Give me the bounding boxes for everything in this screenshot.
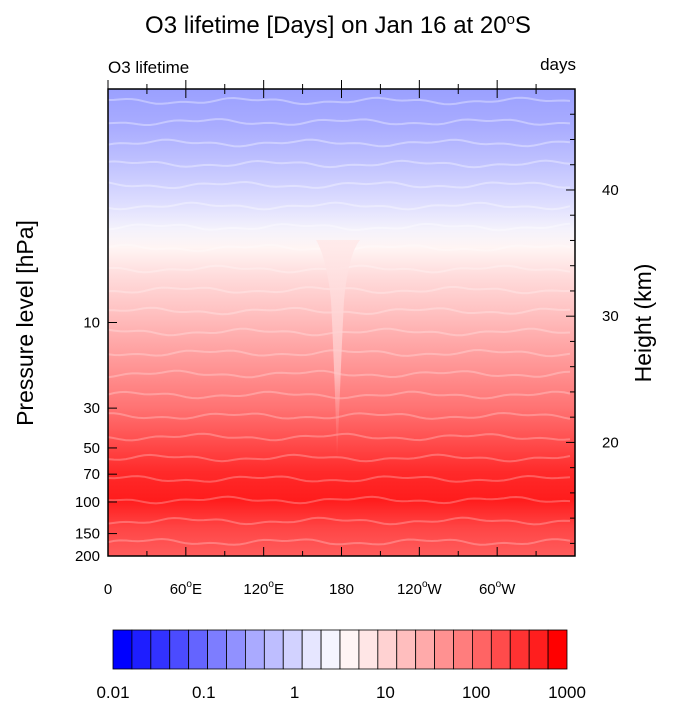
colorbar-swatch — [509, 629, 530, 670]
height-tick-label: 30 — [602, 308, 619, 325]
chart-title: O3 lifetime [Days] on Jan 16 at 20oS — [145, 11, 531, 39]
low-lifetime-tongue — [316, 240, 360, 462]
colorbar-swatch — [339, 629, 360, 670]
x-tick-label: 120oE — [243, 579, 284, 598]
colorbar-labels: 0.01 0.1 1 10 100 1000 — [96, 683, 585, 702]
colorbar-swatch — [396, 629, 417, 670]
contour-band-edge — [108, 159, 571, 169]
contour-band-edge — [108, 453, 571, 463]
x-axis-ticks: 0 60oE 120oE 180 120oW 60oW — [104, 80, 537, 598]
colorbar-swatch — [490, 629, 511, 670]
contour-band-edge — [108, 474, 571, 483]
colorbar-swatch — [263, 629, 284, 670]
pressure-axis-title: Pressure level [hPa] — [12, 220, 38, 426]
colorbar-swatch — [282, 629, 303, 670]
colorbar-label: 10 — [376, 683, 395, 702]
contour-band-edge — [108, 201, 571, 211]
colorbar-swatch — [207, 629, 227, 670]
height-tick-label: 20 — [602, 434, 619, 451]
x-tick-label: 0 — [104, 581, 112, 598]
colorbar-swatch — [226, 629, 246, 670]
pressure-tick-label: 200 — [75, 548, 100, 565]
height-axis-ticks: 20 30 40 — [566, 88, 619, 544]
colorbar-swatch — [377, 629, 398, 670]
colorbar-swatch — [528, 629, 549, 670]
contour-band-edge — [108, 411, 571, 420]
colorbar-swatch — [415, 629, 435, 670]
contour-band-edge — [108, 495, 571, 505]
height-axis-title: Height (km) — [630, 264, 656, 383]
colorbar-swatch — [150, 629, 171, 670]
x-tick-label: 60oE — [170, 579, 202, 598]
colorbar-swatch — [320, 629, 341, 670]
colorbar-swatch — [169, 629, 190, 670]
pressure-tick-label: 30 — [83, 400, 100, 417]
contour-band-edge — [108, 118, 571, 126]
colorbar-label: 100 — [462, 683, 490, 702]
x-tick-label: 120oW — [397, 579, 443, 598]
contour-band-edge — [108, 432, 571, 442]
colorbar-swatch — [547, 629, 568, 670]
colorbar-swatch — [301, 629, 322, 670]
colorbar — [112, 629, 568, 670]
pressure-tick-label: 70 — [83, 466, 100, 483]
pressure-tick-label: 10 — [83, 315, 100, 332]
contour-band-edge — [108, 180, 571, 190]
contour-band-edge — [108, 537, 571, 546]
colorbar-swatch — [358, 629, 379, 670]
colorbar-swatch — [453, 629, 473, 670]
pressure-axis-ticks: 10 30 50 70 100 150 200 — [75, 315, 117, 565]
colorbar-swatch — [188, 629, 208, 670]
field-name-label: O3 lifetime — [108, 58, 189, 77]
x-tick-label: 180 — [329, 581, 354, 598]
heatmap-area — [108, 89, 575, 556]
pressure-tick-label: 150 — [75, 526, 100, 543]
colorbar-swatch — [245, 629, 265, 670]
pressure-tick-label: 100 — [75, 494, 100, 511]
height-tick-label: 40 — [602, 182, 619, 199]
colorbar-label: 1000 — [548, 683, 586, 702]
contour-band-edge — [108, 516, 571, 526]
colorbar-swatch — [112, 629, 133, 670]
pressure-tick-label: 50 — [83, 440, 100, 457]
colorbar-swatch — [434, 629, 454, 670]
colorbar-swatch — [131, 629, 152, 670]
colorbar-label: 0.01 — [96, 683, 129, 702]
contour-band-edge — [108, 222, 571, 232]
colorbar-label: 0.1 — [192, 683, 216, 702]
x-tick-label: 60oW — [479, 579, 516, 598]
contour-band-edge — [108, 96, 571, 106]
units-label: days — [540, 55, 576, 74]
contour-band-edge — [108, 138, 571, 148]
colorbar-swatch — [472, 629, 492, 670]
colorbar-label: 1 — [290, 683, 299, 702]
